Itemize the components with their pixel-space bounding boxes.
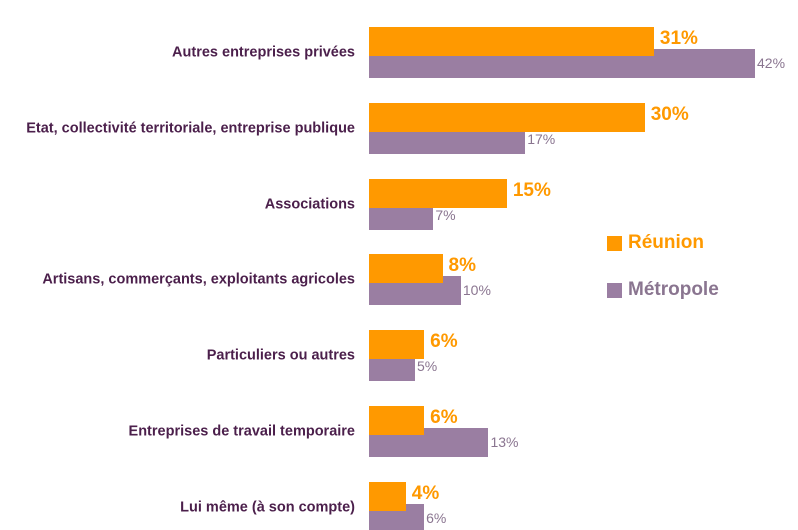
category-label: Lui même (à son compte)	[180, 499, 355, 516]
bar	[369, 406, 425, 435]
legend-swatch	[607, 283, 622, 298]
value-label: 15%	[512, 179, 551, 201]
category-label: Artisans, commerçants, exploitants agric…	[42, 271, 355, 288]
bar	[369, 254, 443, 284]
bar	[369, 27, 654, 56]
value-label: 4%	[411, 482, 440, 504]
category-label: Entreprises de travail temporaire	[128, 423, 355, 440]
value-label: 10%	[462, 282, 491, 299]
value-label: 31%	[659, 28, 698, 49]
bar	[369, 481, 406, 511]
category-label: Particuliers ou autres	[206, 347, 355, 364]
legend-label: Réunion	[628, 232, 704, 253]
value-label: 6%	[430, 407, 458, 428]
value-label: 13%	[490, 434, 519, 450]
category-label: Etat, collectivité territoriale, entrepr…	[26, 120, 355, 137]
value-label: 6%	[426, 509, 447, 526]
value-label: 30%	[650, 103, 689, 125]
value-label: 17%	[527, 130, 556, 147]
bar	[369, 102, 645, 132]
value-label: 5%	[416, 358, 438, 375]
bar	[369, 178, 507, 208]
value-label: 7%	[435, 206, 456, 223]
bar	[369, 330, 425, 360]
category-label: Associations	[264, 196, 355, 213]
value-label: 8%	[448, 255, 476, 277]
value-label: 42%	[757, 55, 786, 71]
category-label: Autres entreprises privées	[172, 44, 355, 61]
value-label: 6%	[430, 331, 458, 353]
legend-swatch	[607, 236, 622, 251]
legend-label: Métropole	[628, 279, 719, 300]
